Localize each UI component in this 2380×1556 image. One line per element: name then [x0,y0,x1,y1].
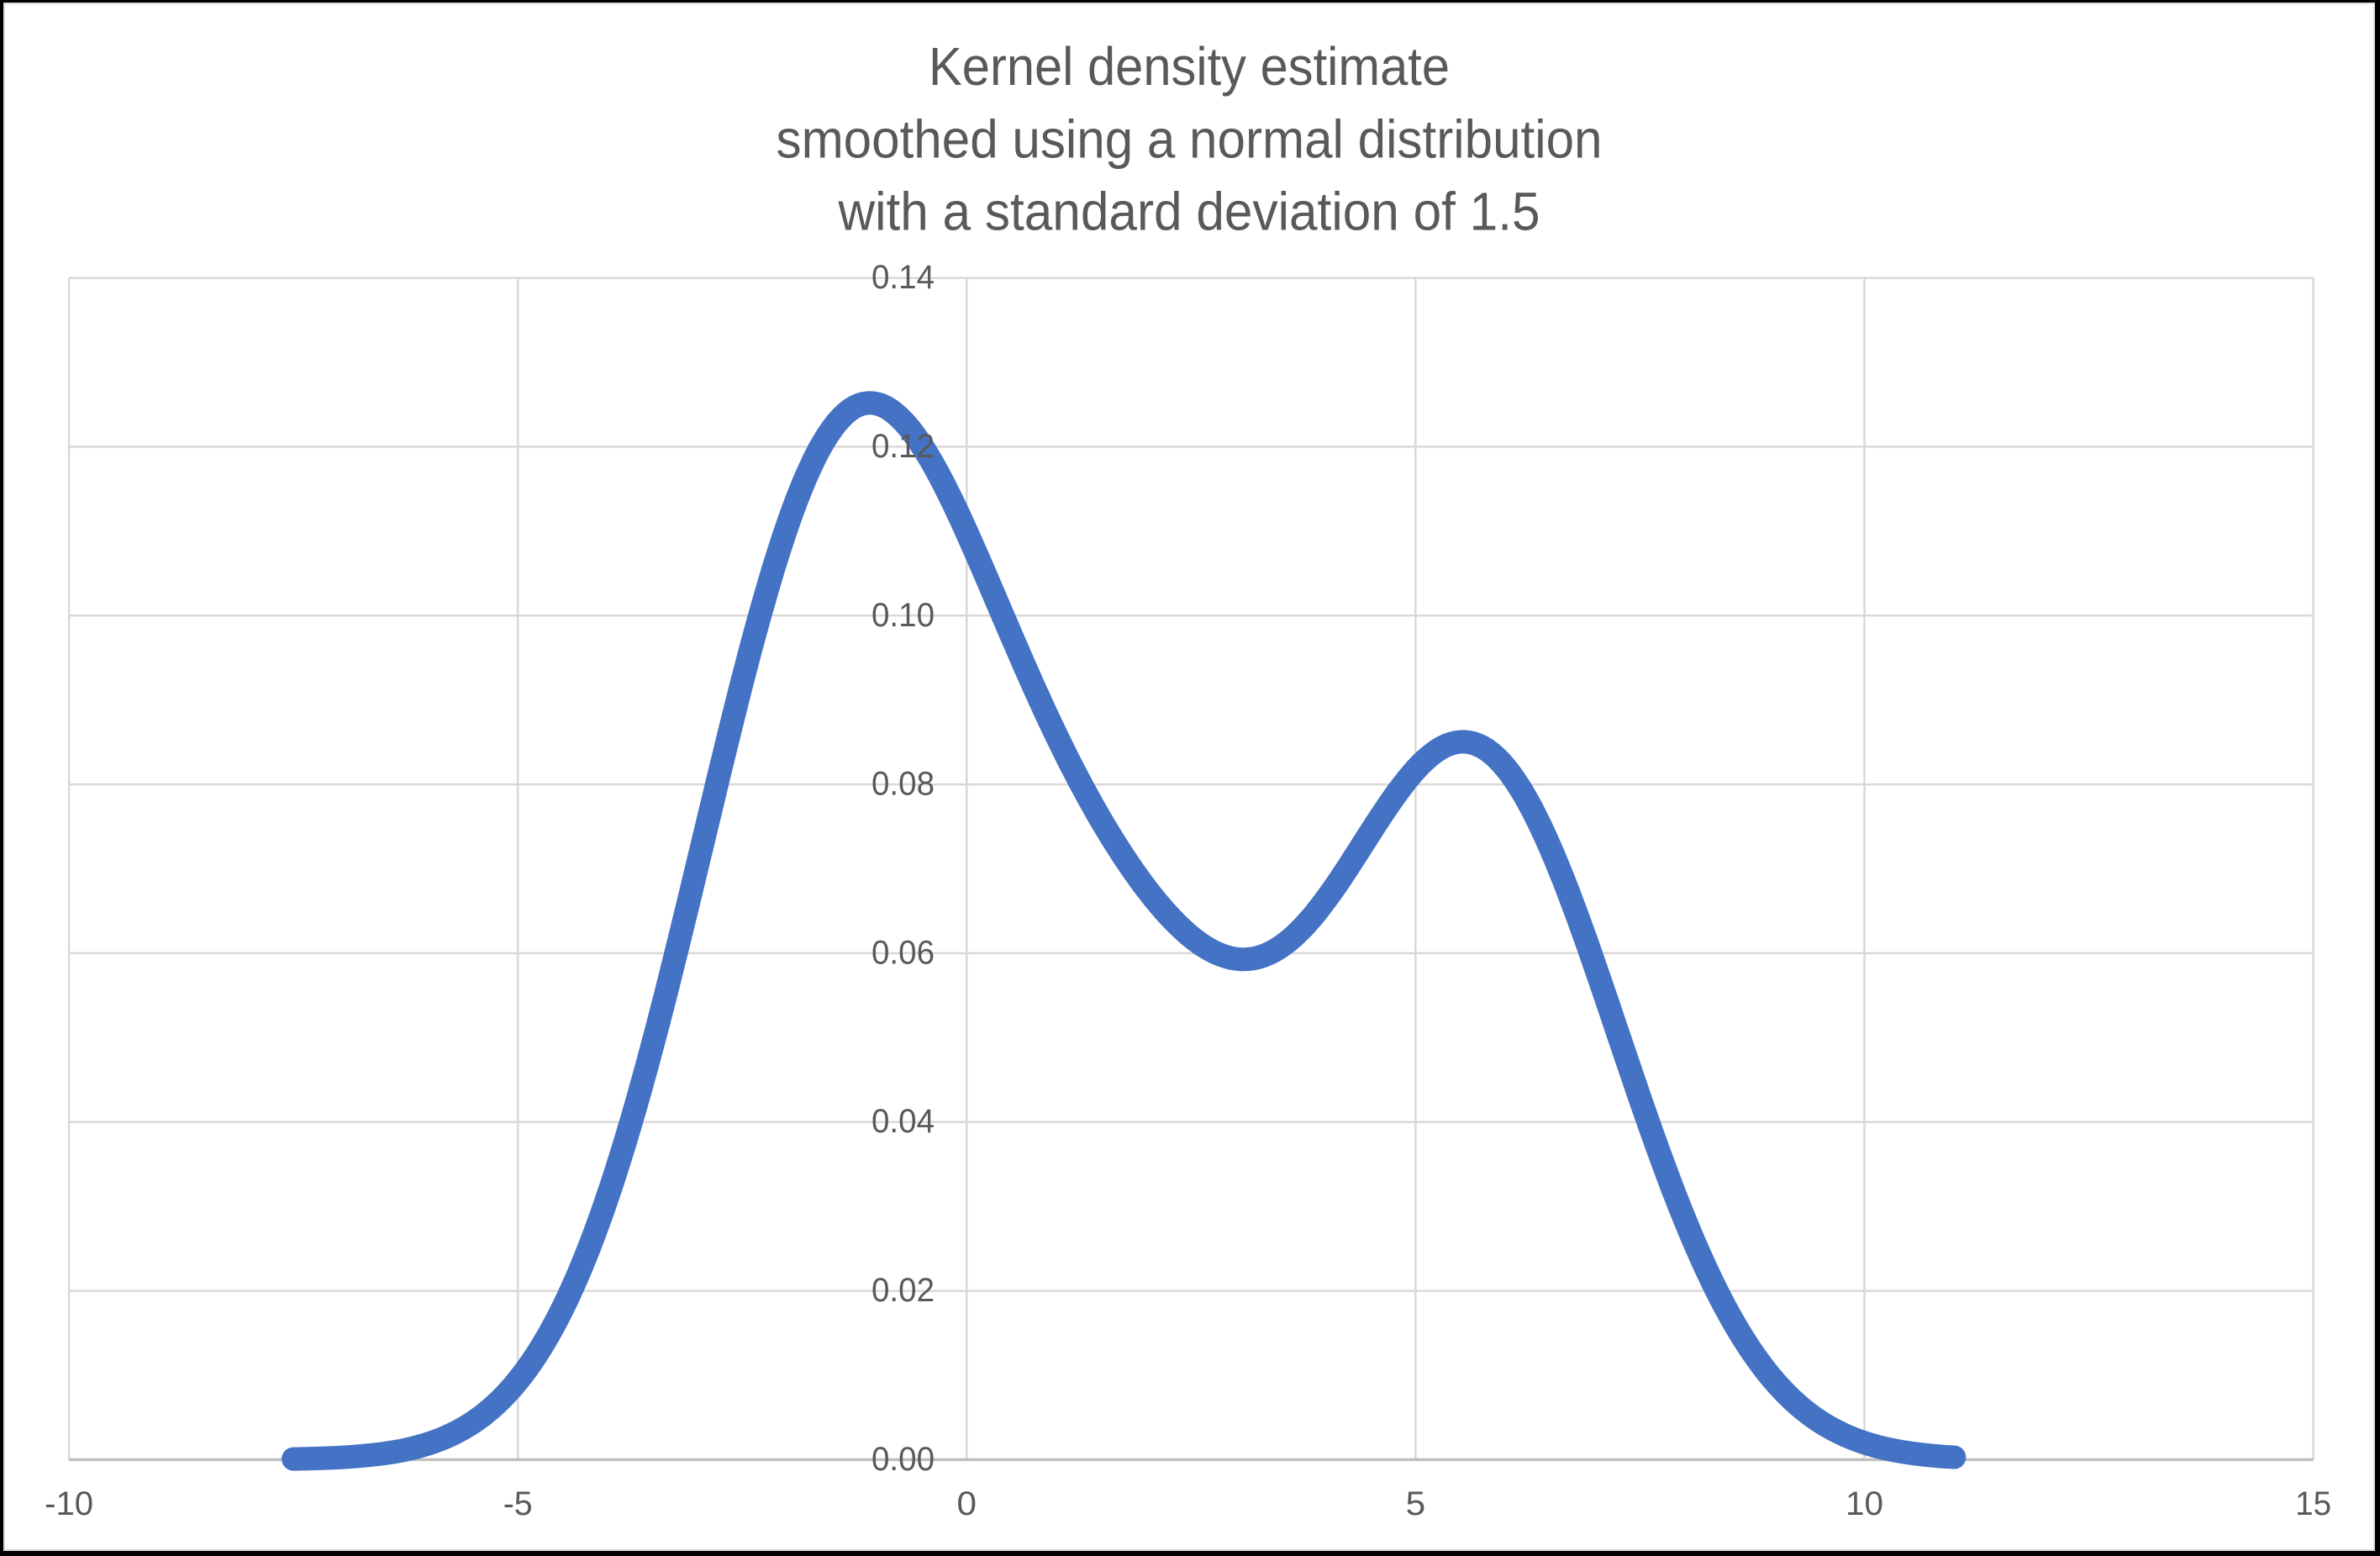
svg-text:0.06: 0.06 [871,934,935,971]
svg-text:-10: -10 [45,1485,93,1522]
svg-text:0.10: 0.10 [871,597,935,634]
svg-text:smoothed using a normal distri: smoothed using a normal distribution [777,109,1603,170]
svg-text:0.12: 0.12 [871,428,935,465]
svg-text:15: 15 [2295,1485,2331,1522]
svg-text:0.08: 0.08 [871,766,935,803]
svg-text:0.02: 0.02 [871,1272,935,1309]
svg-text:-5: -5 [503,1485,533,1522]
svg-text:Kernel density estimate: Kernel density estimate [929,36,1450,97]
svg-text:0.04: 0.04 [871,1103,935,1140]
svg-text:0.00: 0.00 [871,1441,935,1478]
svg-text:5: 5 [1406,1485,1426,1522]
svg-text:10: 10 [1846,1485,1883,1522]
svg-text:with a standard deviation of 1: with a standard deviation of 1.5 [838,182,1540,242]
svg-text:0.14: 0.14 [871,259,935,296]
svg-text:0: 0 [957,1485,977,1522]
